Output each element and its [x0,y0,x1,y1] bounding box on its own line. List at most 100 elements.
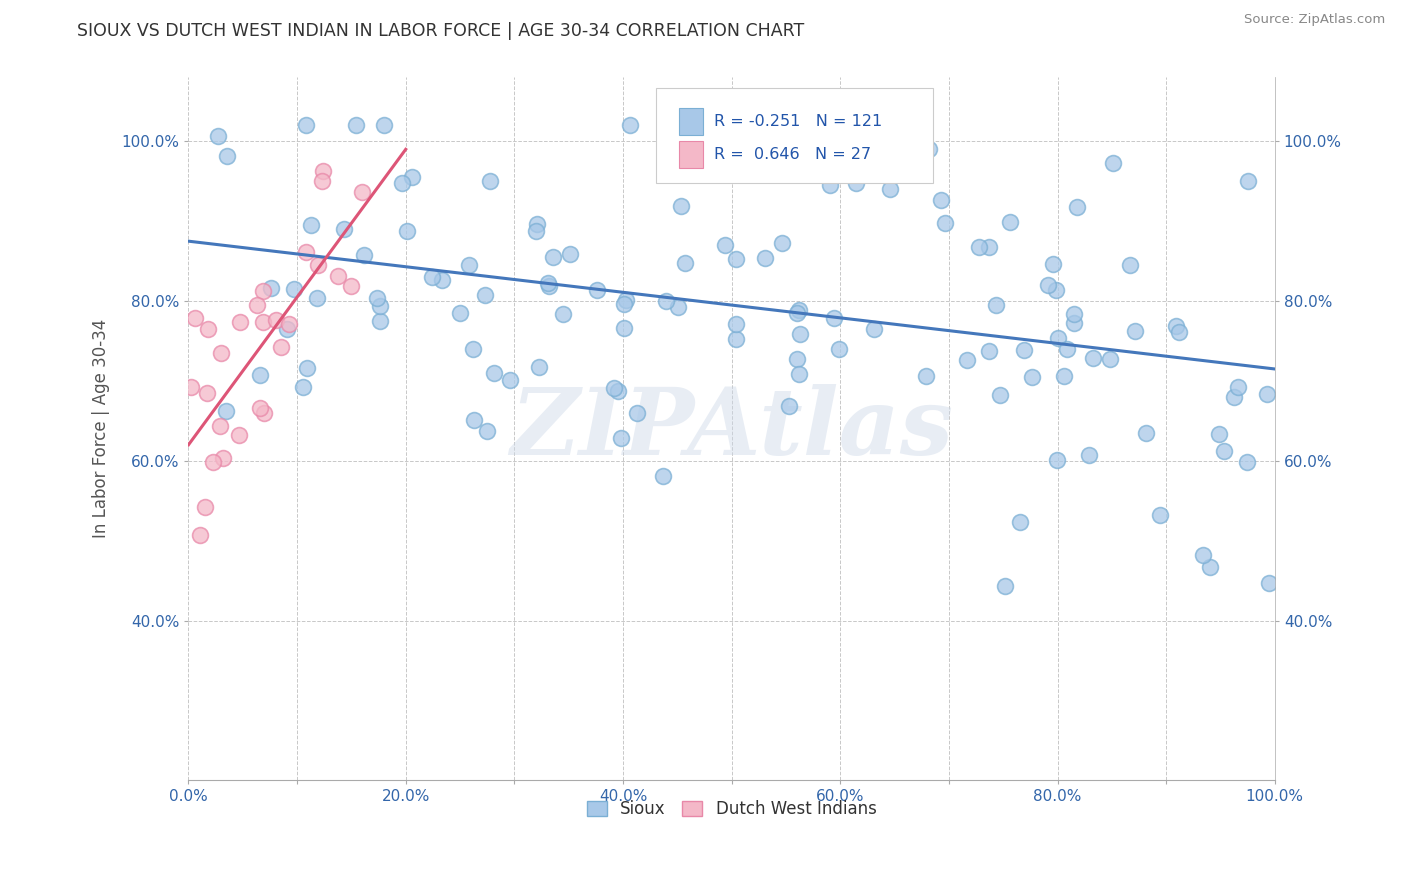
Point [1236,174,1258,188]
Point [1036,278,1059,293]
Point [266,313,288,327]
Point [311,164,333,178]
Point [340,279,363,293]
Text: SIOUX VS DUTCH WEST INDIAN IN LABOR FORCE | AGE 30-34 CORRELATION CHART: SIOUX VS DUTCH WEST INDIAN IN LABOR FORC… [77,22,804,40]
Point [1012,343,1035,358]
Point [603,381,626,395]
Point [395,224,418,238]
Point [652,469,675,483]
Point [370,314,392,328]
Point [432,273,454,287]
Point [1119,258,1142,272]
Point [353,248,375,262]
Point [863,322,886,336]
FancyBboxPatch shape [679,142,703,168]
Point [915,368,938,383]
Point [249,368,271,382]
Point [215,403,238,417]
Point [202,455,225,469]
Point [786,352,808,367]
Point [1256,387,1278,401]
Point [311,174,333,188]
Point [401,169,423,184]
Point [844,145,866,160]
Point [527,360,550,375]
Point [278,317,301,331]
Point [252,284,274,298]
Point [246,298,269,312]
Point [463,413,485,427]
Point [673,255,696,269]
Point [918,142,941,156]
Point [761,152,783,166]
Point [1102,155,1125,169]
Point [541,250,564,264]
Point [626,406,648,420]
Point [1226,379,1249,393]
Point [956,353,979,368]
Point [1168,325,1191,339]
Point [1236,455,1258,469]
Point [1135,425,1157,440]
Point [249,401,271,415]
Point [270,339,292,353]
Point [1053,369,1076,384]
Point [537,279,560,293]
Point [307,291,329,305]
Point [260,281,283,295]
Y-axis label: In Labor Force | Age 30-34: In Labor Force | Age 30-34 [93,319,110,539]
Point [229,315,252,329]
Point [713,238,735,252]
Point [1047,331,1070,345]
Point [463,342,485,356]
Point [1081,351,1104,365]
Point [666,300,689,314]
Point [1077,448,1099,462]
Point [1199,560,1222,574]
Point [526,217,548,231]
Point [283,282,305,296]
Point [786,305,808,319]
Point [352,186,374,200]
Legend: Sioux, Dutch West Indians: Sioux, Dutch West Indians [581,793,883,825]
Point [725,317,748,331]
Text: R =  0.646   N = 27: R = 0.646 N = 27 [714,147,872,162]
Point [789,327,811,342]
Point [299,218,322,232]
Point [420,269,443,284]
Point [1258,576,1281,591]
Point [979,240,1001,254]
Point [1042,257,1064,271]
Point [294,244,316,259]
Point [1208,426,1230,441]
FancyBboxPatch shape [679,108,703,135]
Point [228,428,250,442]
Point [1123,324,1146,338]
Point [934,216,956,230]
Point [457,258,479,272]
Point [725,252,748,267]
Point [1222,391,1244,405]
Point [184,311,207,326]
Point [787,367,810,381]
Point [276,322,298,336]
Point [333,222,356,236]
Point [291,379,314,393]
Point [524,224,547,238]
Point [1166,318,1188,333]
Point [613,296,636,310]
FancyBboxPatch shape [655,88,932,183]
Point [1008,516,1031,530]
Point [197,322,219,336]
Point [848,119,870,133]
Point [474,288,496,302]
Point [180,380,202,394]
Point [391,176,413,190]
Point [614,293,637,307]
Point [1063,307,1085,321]
Point [295,361,318,376]
Point [1192,548,1215,562]
Point [845,176,868,190]
Point [669,199,692,213]
Point [1045,283,1067,297]
